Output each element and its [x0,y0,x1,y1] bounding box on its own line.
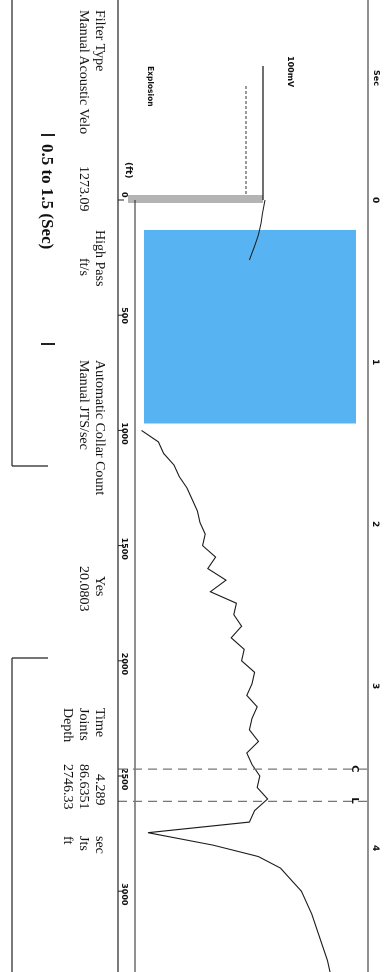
feet-tick-label-6: 3000 [120,883,129,906]
time-axis-label: Sec [372,70,381,86]
acoustic-value: 1273.09 [76,166,91,212]
collar-label: Automatic Collar Count [92,360,107,495]
time-tick-label-1: 1 [370,359,380,365]
explosion-annotation: Explosion [146,66,155,107]
marker-label-0: C [349,765,360,772]
info-panel: Filter Type High Pass Manual Acoustic Ve… [60,0,119,972]
feet-tick-label-5: 2500 [120,768,129,791]
depth-label: Depth [60,708,75,742]
joints-value: 86.6351 [76,764,91,810]
time-tick-label-3: 3 [370,683,380,689]
filter-type-label: Filter Type [92,10,107,71]
depth-unit: ft [60,836,75,845]
filter-type-value: High Pass [92,230,107,286]
time-ticks: 0 1 2 3 4 [370,197,380,851]
time-value: 4.289 [92,774,107,806]
collar-value: Yes [92,576,107,596]
time-tick-label-4: 4 [370,845,380,851]
depth-value: 2746.33 [60,764,75,810]
window-label: 0.5 to 1.5 (Sec) [38,144,57,249]
feet-tick-label-4: 2000 [120,653,129,676]
joints-unit: Jts [76,836,91,851]
feet-tick-label-2: 1000 [120,422,129,445]
jts-label: Manual JTS/sec [76,360,91,450]
acoustic-label: Manual Acoustic Velo [76,10,91,134]
joints-label: Joints [76,708,91,741]
feet-tick-label-1: 500 [120,307,129,324]
feet-tick-label-3: 1500 [120,538,129,561]
feet-axis-label: (ft) [123,162,133,178]
explosion-pulse [128,195,263,203]
window-selector[interactable]: 0.5 to 1.5 (Sec) [11,0,57,972]
trace-explosion [248,199,266,261]
marker-label-1: L [349,797,360,804]
time-label: Time [92,708,107,737]
acoustic-unit: ft/s [76,258,91,276]
time-unit: sec [92,836,107,854]
markers: CL [118,765,372,804]
feet-ticks: 0 500 1000 1500 2000 2500 3000 [118,192,129,906]
jts-value: 20.0803 [76,566,91,612]
time-tick-label-2: 2 [370,521,380,527]
highlight-band [144,229,356,424]
scale-annotation: 100mV [286,56,295,88]
feet-tick-label-0: 0 [120,192,129,198]
trace-return [141,429,331,972]
time-tick-label-0: 0 [370,197,380,203]
